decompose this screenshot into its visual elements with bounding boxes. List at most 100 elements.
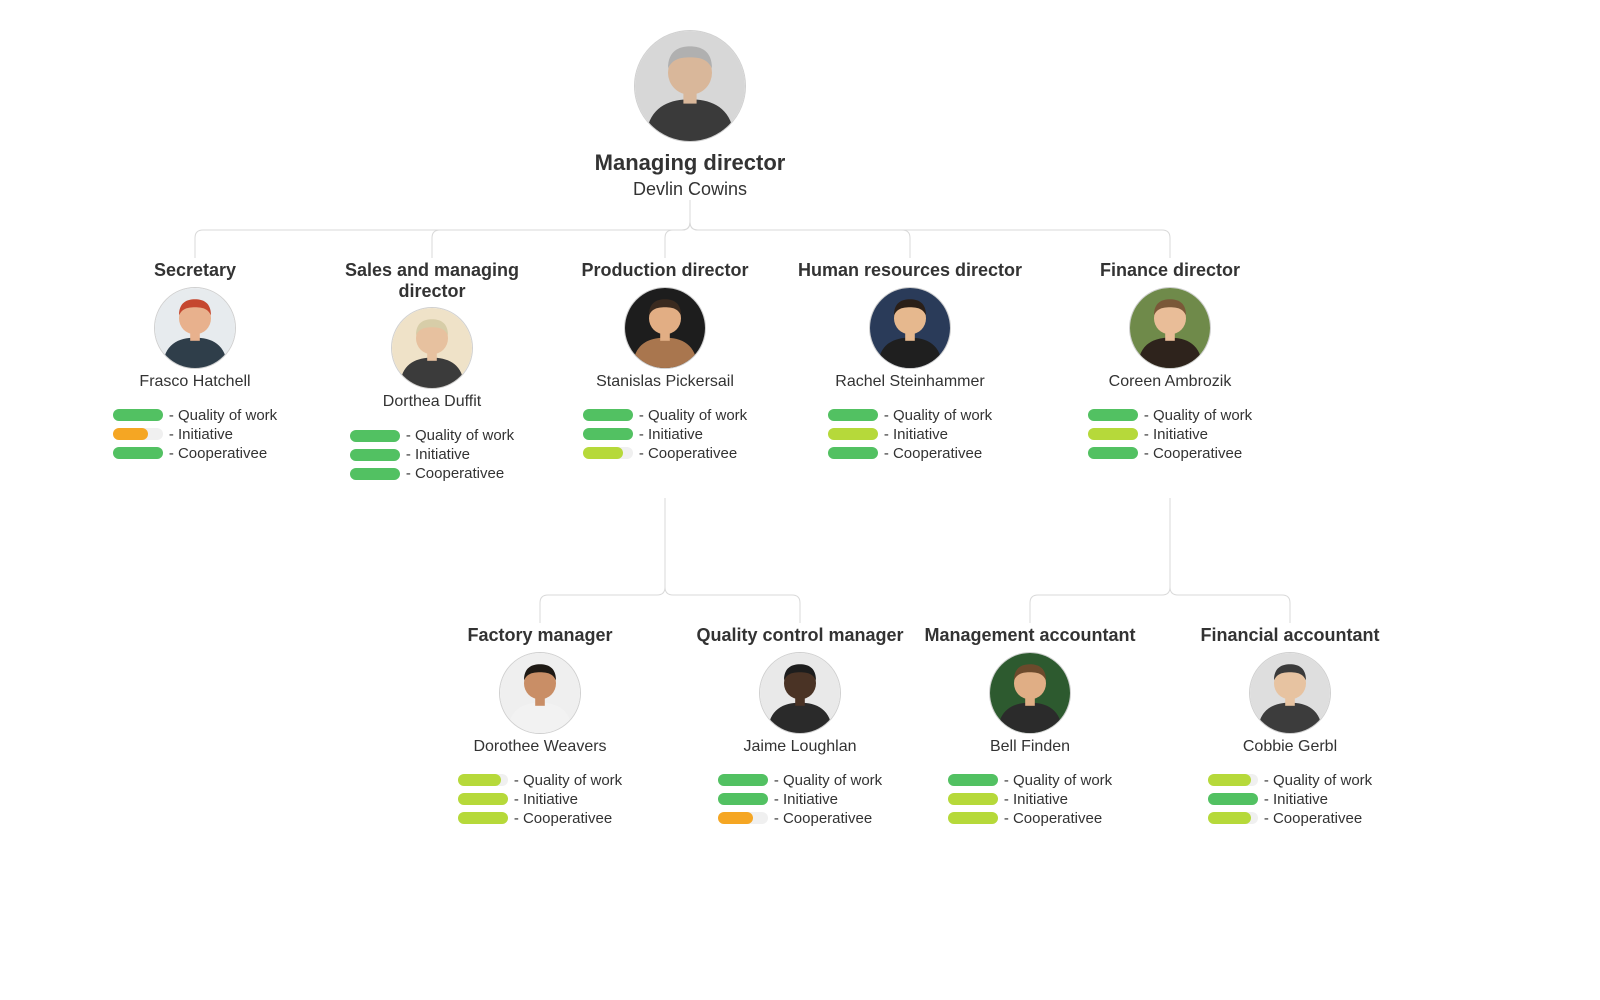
metric-label: - Cooperativee — [169, 445, 267, 462]
metric-pill — [1088, 409, 1138, 421]
metric-pill — [113, 409, 163, 421]
metric-label: - Quality of work — [639, 407, 747, 424]
metric-pill-fill — [350, 430, 400, 442]
metrics: - Quality of work - Initiative - Coopera… — [458, 770, 622, 829]
metric-pill-fill — [113, 447, 163, 459]
metric-row: - Quality of work — [828, 407, 992, 424]
avatar — [759, 652, 841, 734]
metric-row: - Initiative — [718, 791, 882, 808]
node-name: Dorothee Weavers — [420, 738, 660, 756]
metric-row: - Initiative — [1208, 791, 1372, 808]
metric-pill — [350, 449, 400, 461]
metric-row: - Initiative — [350, 446, 514, 463]
metric-pill — [113, 447, 163, 459]
metrics: - Quality of work - Initiative - Coopera… — [828, 405, 992, 464]
metric-pill — [948, 774, 998, 786]
metric-row: - Initiative — [1088, 426, 1252, 443]
metric-pill — [458, 793, 508, 805]
avatar — [1249, 652, 1331, 734]
node-name: Bell Finden — [910, 738, 1150, 756]
avatar — [154, 287, 236, 369]
node-title: Managing director — [540, 150, 840, 175]
metrics: - Quality of work - Initiative - Coopera… — [1208, 770, 1372, 829]
metric-pill-fill — [458, 812, 508, 824]
metric-row: - Quality of work — [458, 772, 622, 789]
node-title: Human resources director — [790, 260, 1030, 281]
metric-pill — [458, 774, 508, 786]
metrics: - Quality of work - Initiative - Coopera… — [948, 770, 1112, 829]
node-title: Factory manager — [420, 625, 660, 646]
metric-label: - Cooperativee — [514, 810, 612, 827]
metric-label: - Quality of work — [1004, 772, 1112, 789]
metric-pill-fill — [1088, 428, 1138, 440]
metric-pill-fill — [350, 468, 400, 480]
metric-label: - Quality of work — [169, 407, 277, 424]
metric-pill — [1208, 774, 1258, 786]
metric-pill — [828, 447, 878, 459]
node-title: Production director — [545, 260, 785, 281]
metric-pill — [583, 428, 633, 440]
avatar — [499, 652, 581, 734]
metric-label: - Initiative — [1144, 426, 1208, 443]
org-node: SecretaryFrasco Hatchell - Quality of wo… — [75, 260, 315, 464]
node-title: Sales and managing director — [312, 260, 552, 301]
metric-label: - Initiative — [1004, 791, 1068, 808]
node-name: Coreen Ambrozik — [1050, 373, 1290, 391]
node-title: Finance director — [1050, 260, 1290, 281]
metric-pill-fill — [458, 793, 508, 805]
metric-label: - Cooperativee — [1004, 810, 1102, 827]
org-node: Finance director Coreen Ambrozik - Qualit… — [1050, 260, 1290, 464]
metric-pill-fill — [948, 793, 998, 805]
metric-pill-fill — [718, 812, 753, 824]
org-node: Quality control managerJaime Loughlan - … — [680, 625, 920, 829]
org-node: Production directorStanislas Pickersail … — [545, 260, 785, 464]
metric-pill — [718, 812, 768, 824]
metric-label: - Initiative — [169, 426, 233, 443]
metric-row: - Quality of work — [583, 407, 747, 424]
metric-pill — [1088, 428, 1138, 440]
node-name: Stanislas Pickersail — [545, 373, 785, 391]
node-name: Jaime Loughlan — [680, 738, 920, 756]
metric-pill — [948, 793, 998, 805]
metric-row: - Cooperativee — [1088, 445, 1252, 462]
org-chart: Managing directorDevlin Cowins SecretaryF… — [0, 0, 1600, 1000]
avatar — [989, 652, 1071, 734]
org-node: Human resources directorRachel Steinhamm… — [790, 260, 1030, 464]
metrics: - Quality of work - Initiative - Coopera… — [350, 425, 514, 484]
metric-row: - Cooperativee — [828, 445, 992, 462]
metric-row: - Initiative — [583, 426, 747, 443]
metric-row: - Cooperativee — [583, 445, 747, 462]
metric-pill — [718, 774, 768, 786]
metric-label: - Initiative — [884, 426, 948, 443]
metric-row: - Cooperativee — [350, 465, 514, 482]
metric-row: - Quality of work — [948, 772, 1112, 789]
metric-pill-fill — [113, 409, 163, 421]
metric-row: - Cooperativee — [948, 810, 1112, 827]
metric-pill-fill — [828, 428, 878, 440]
org-node: Managing directorDevlin Cowins — [540, 30, 840, 200]
metric-pill — [113, 428, 163, 440]
metric-pill — [1088, 447, 1138, 459]
metric-label: - Cooperativee — [1264, 810, 1362, 827]
metric-row: - Initiative — [113, 426, 277, 443]
org-node: Sales and managing directorDorthea Duffi… — [312, 260, 552, 485]
metric-pill — [948, 812, 998, 824]
metrics: - Quality of work - Initiative - Coopera… — [718, 770, 882, 829]
metric-label: - Cooperativee — [406, 465, 504, 482]
metric-pill-fill — [1088, 447, 1138, 459]
metric-label: - Quality of work — [406, 427, 514, 444]
metric-pill-fill — [583, 428, 633, 440]
metric-pill-fill — [1208, 793, 1258, 805]
metric-label: - Quality of work — [1144, 407, 1252, 424]
metric-label: - Initiative — [774, 791, 838, 808]
org-node: Financial accountant Cobbie Gerbl - Quali… — [1170, 625, 1410, 829]
metric-row: - Cooperativee — [718, 810, 882, 827]
org-node: Factory manager Dorothee Weavers - Qualit… — [420, 625, 660, 829]
metric-pill — [1208, 812, 1258, 824]
node-title: Financial accountant — [1170, 625, 1410, 646]
metric-label: - Cooperativee — [1144, 445, 1242, 462]
metric-label: - Quality of work — [1264, 772, 1372, 789]
metric-row: - Quality of work — [1088, 407, 1252, 424]
node-name: Cobbie Gerbl — [1170, 738, 1410, 756]
node-title: Management accountant — [910, 625, 1150, 646]
